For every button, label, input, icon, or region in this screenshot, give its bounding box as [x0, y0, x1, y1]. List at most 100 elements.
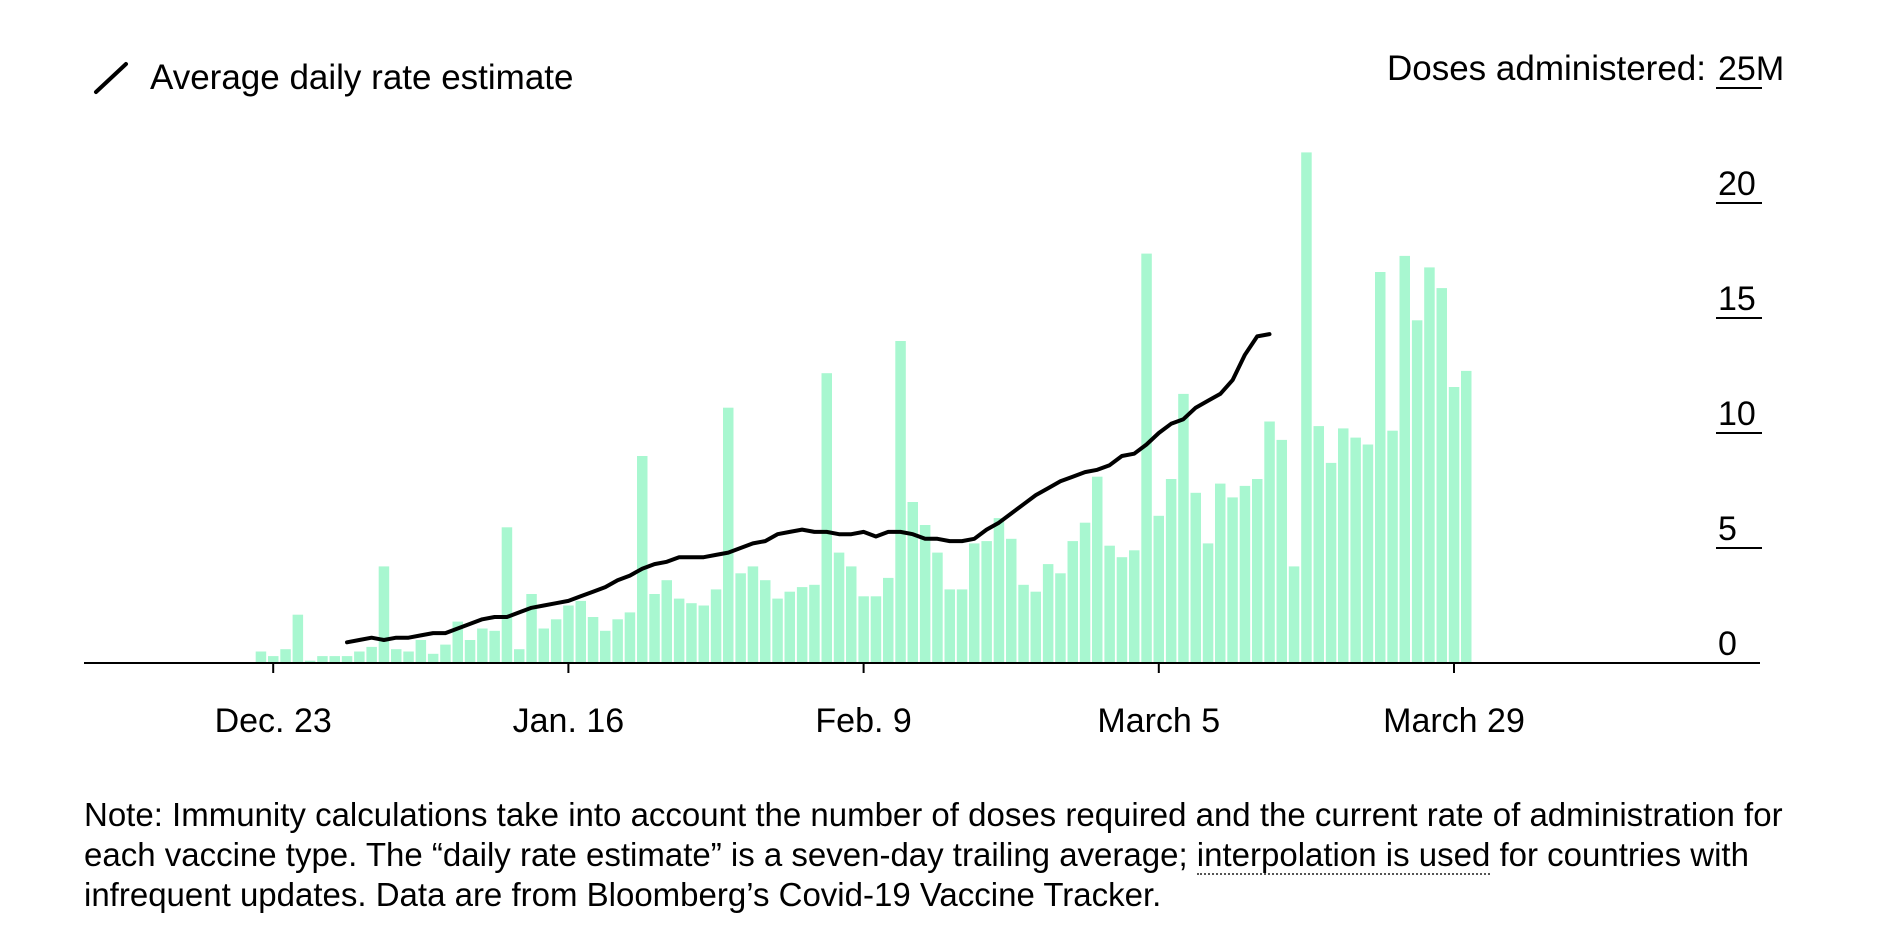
bar	[710, 589, 722, 663]
bar	[1227, 497, 1238, 663]
bar	[280, 649, 291, 663]
bar	[1092, 476, 1103, 663]
bar	[1338, 428, 1349, 663]
bar	[501, 527, 513, 663]
bar	[1202, 543, 1214, 663]
bar	[550, 619, 562, 663]
bar	[477, 628, 488, 663]
bar	[1350, 437, 1361, 663]
bar	[1178, 393, 1189, 663]
x-tick-label: March 29	[1383, 702, 1525, 740]
bar	[391, 649, 402, 663]
bar	[1276, 439, 1287, 663]
bar	[526, 594, 537, 663]
bar	[772, 598, 783, 663]
legend: Average daily rate estimate	[92, 58, 573, 98]
bar	[1411, 320, 1423, 663]
bar	[489, 630, 500, 663]
bar	[563, 605, 574, 663]
bar	[686, 603, 697, 663]
bar	[464, 640, 476, 663]
x-axis-ticks: Dec. 23 Jan. 16 Feb. 9 March 5 March 29	[215, 663, 1525, 740]
bar	[981, 541, 992, 663]
note-text-2: for countries with infrequent updates. D…	[84, 836, 1749, 913]
bar	[649, 594, 660, 663]
bar	[1215, 483, 1226, 663]
bar	[698, 605, 709, 663]
bar	[1399, 255, 1410, 663]
bar	[1030, 591, 1041, 663]
legend-label: Average daily rate estimate	[150, 58, 574, 97]
bar	[354, 651, 365, 663]
x-tick-label: Jan. 16	[513, 702, 625, 740]
y-tick-label: 0	[1718, 625, 1737, 663]
bar	[723, 407, 734, 663]
bar	[268, 656, 279, 663]
bar	[1424, 267, 1435, 663]
bar	[452, 621, 463, 663]
bar	[673, 598, 685, 663]
bar	[1129, 550, 1140, 663]
y-tick-label: 10	[1718, 395, 1756, 433]
x-tick-label: March 5	[1097, 702, 1220, 740]
interpolation-link[interactable]: interpolation is used	[1196, 836, 1491, 875]
bar	[341, 656, 353, 663]
bar	[1301, 152, 1312, 663]
bar	[1116, 557, 1128, 663]
bar	[612, 619, 623, 663]
bar	[329, 656, 340, 663]
bar	[833, 552, 845, 663]
bar	[1252, 479, 1263, 663]
bar	[969, 543, 980, 663]
bar	[883, 577, 894, 663]
bar	[440, 644, 451, 663]
bar	[747, 566, 759, 663]
y-axis-title: Doses administered:	[1387, 49, 1706, 88]
x-tick-label: Feb. 9	[815, 702, 911, 740]
bar	[1104, 545, 1115, 663]
bar	[255, 651, 267, 663]
bars-group	[255, 152, 1472, 663]
bar	[796, 587, 808, 663]
bar	[1313, 426, 1324, 663]
bar	[575, 600, 586, 663]
average-rate-line	[345, 332, 1272, 645]
bar	[600, 630, 611, 663]
legend-line-icon	[94, 62, 128, 94]
bar	[1264, 421, 1275, 663]
bar	[1436, 288, 1447, 663]
bar	[993, 518, 1005, 663]
bar	[1239, 485, 1251, 663]
bar	[1165, 479, 1177, 663]
note: Note: Immunity calculations take into ac…	[84, 795, 1844, 915]
y-tick-label: 5	[1718, 510, 1737, 548]
bar	[760, 580, 771, 663]
bar	[304, 660, 316, 663]
bar	[587, 617, 599, 663]
bar	[317, 656, 328, 663]
bar	[1006, 538, 1017, 663]
bar	[403, 651, 414, 663]
bar	[378, 566, 390, 663]
bar	[907, 502, 918, 663]
note-text-1: Note: Immunity calculations take into ac…	[84, 796, 1783, 873]
y-tick-label: 25M	[1718, 50, 1784, 88]
bar	[1448, 387, 1460, 663]
bar	[809, 584, 820, 663]
bar	[1387, 430, 1398, 663]
bar	[415, 640, 427, 663]
bar	[538, 628, 549, 663]
bar	[624, 612, 636, 663]
bar	[1018, 584, 1029, 663]
y-axis-ticks: 0 5 10 15 20 25M	[1716, 50, 1784, 663]
bar	[366, 646, 377, 663]
bar	[661, 580, 672, 663]
bar	[919, 525, 931, 663]
bar	[1055, 573, 1066, 663]
bar	[944, 589, 955, 663]
bar	[870, 596, 882, 663]
bar	[821, 373, 832, 663]
bar	[932, 552, 943, 663]
bar	[895, 341, 906, 663]
